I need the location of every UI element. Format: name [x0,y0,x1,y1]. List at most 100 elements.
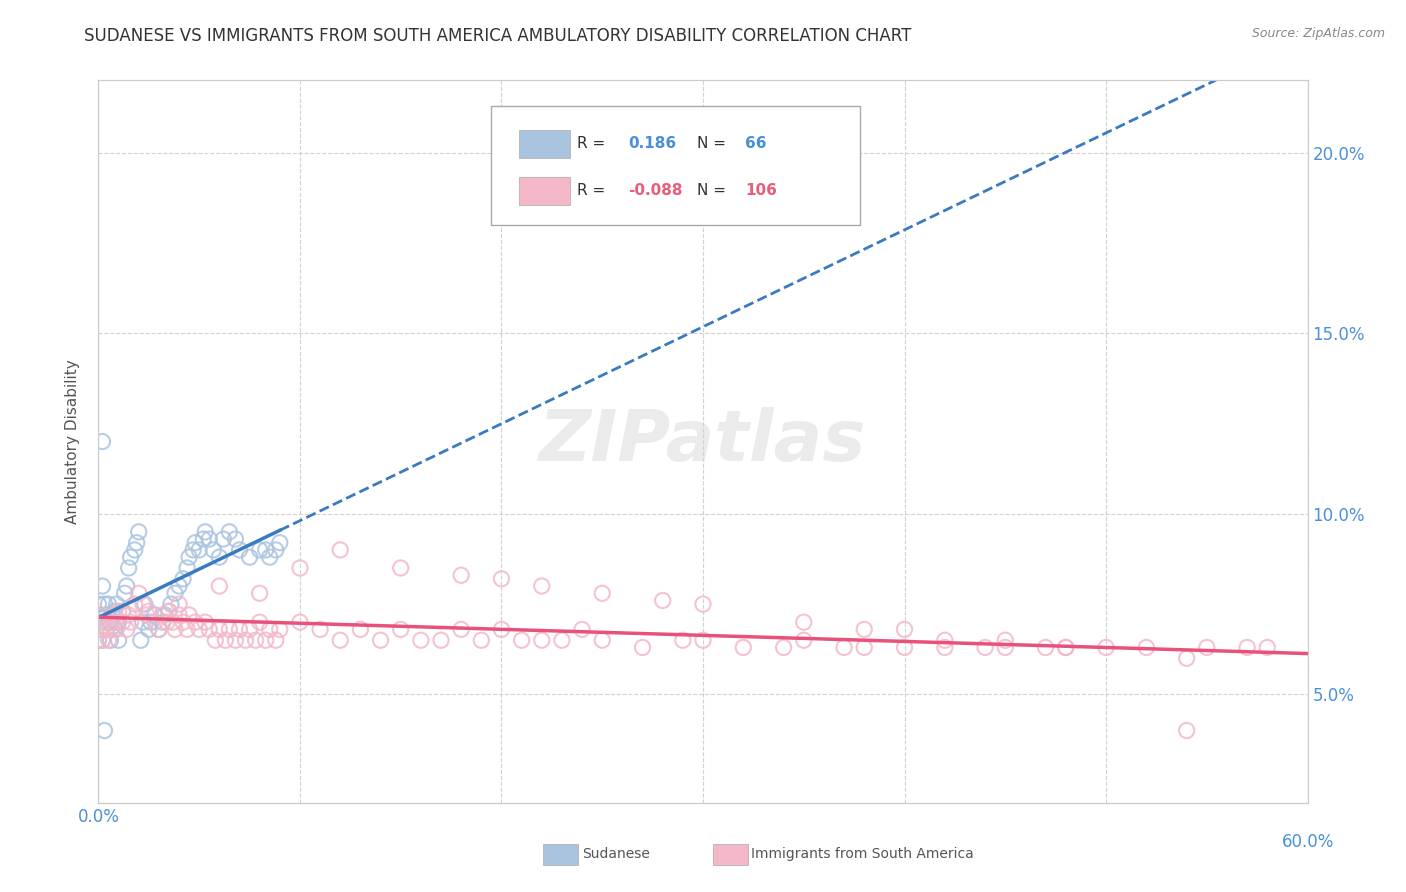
Point [97,633,120,648]
Point [167,579,190,593]
Point [249,586,271,600]
Point [409,633,432,648]
Text: 66: 66 [745,136,766,152]
Text: Immigrants from South America: Immigrants from South America [751,847,974,861]
Point [129,633,152,648]
Point [107,615,129,630]
Point [87,633,110,648]
Point [212,532,235,546]
Point [89,607,111,622]
Point [107,604,129,618]
Point [214,633,236,648]
Point [128,524,150,539]
Point [551,633,574,648]
Point [114,586,136,600]
Text: Sudanese: Sudanese [582,847,650,861]
Point [152,607,174,622]
Point [591,586,613,600]
Point [249,615,271,630]
Point [491,572,513,586]
Point [148,623,170,637]
Point [103,604,125,618]
Point [153,607,176,622]
Point [188,542,211,557]
Point [1135,640,1157,655]
Point [96,623,118,637]
Point [157,604,180,618]
Point [91,579,114,593]
FancyBboxPatch shape [519,178,569,204]
FancyBboxPatch shape [713,844,748,865]
Point [832,640,855,655]
Point [571,623,593,637]
Text: -0.088: -0.088 [628,184,682,198]
FancyBboxPatch shape [492,105,860,225]
Point [1236,640,1258,655]
Point [1175,723,1198,738]
Point [93,615,115,630]
Point [329,633,352,648]
Point [132,615,155,630]
Point [91,633,114,648]
Point [93,615,115,630]
Point [111,615,134,630]
Point [591,633,613,648]
Text: 106: 106 [745,184,778,198]
Point [138,604,160,618]
Point [672,633,695,648]
Point [530,579,553,593]
Y-axis label: Ambulatory Disability: Ambulatory Disability [65,359,80,524]
Point [188,623,211,637]
Point [115,623,138,637]
Point [198,623,221,637]
Point [733,640,755,655]
Point [259,623,281,637]
Point [120,615,142,630]
FancyBboxPatch shape [519,130,569,158]
Point [152,615,174,630]
Point [172,615,194,630]
Point [184,535,207,549]
Point [89,623,111,637]
Point [510,633,533,648]
Point [450,623,472,637]
Point [134,597,156,611]
Point [157,604,180,618]
Point [172,572,194,586]
Point [1195,640,1218,655]
Point [105,615,128,630]
Point [179,607,201,622]
Point [1095,640,1118,655]
Point [162,615,184,630]
Point [692,597,714,611]
Point [218,623,240,637]
Point [198,532,221,546]
Point [103,607,125,622]
Point [1256,640,1278,655]
Text: SUDANESE VS IMMIGRANTS FROM SOUTH AMERICA AMBULATORY DISABILITY CORRELATION CHAR: SUDANESE VS IMMIGRANTS FROM SOUTH AMERIC… [84,27,911,45]
Point [793,633,815,648]
Point [111,604,134,618]
Point [193,532,215,546]
Text: N =: N = [697,136,725,152]
Point [143,607,166,622]
Point [160,597,183,611]
FancyBboxPatch shape [543,844,578,865]
Point [167,597,190,611]
Point [994,633,1017,648]
Point [128,586,150,600]
Point [631,640,654,655]
Point [184,615,207,630]
Point [228,623,250,637]
Point [470,633,492,648]
Point [853,640,876,655]
Point [143,615,166,630]
Point [118,561,141,575]
Point [1175,651,1198,665]
Point [235,633,257,648]
Text: N =: N = [697,184,725,198]
Point [974,640,997,655]
Point [181,542,204,557]
Point [228,542,250,557]
Point [1054,640,1077,655]
